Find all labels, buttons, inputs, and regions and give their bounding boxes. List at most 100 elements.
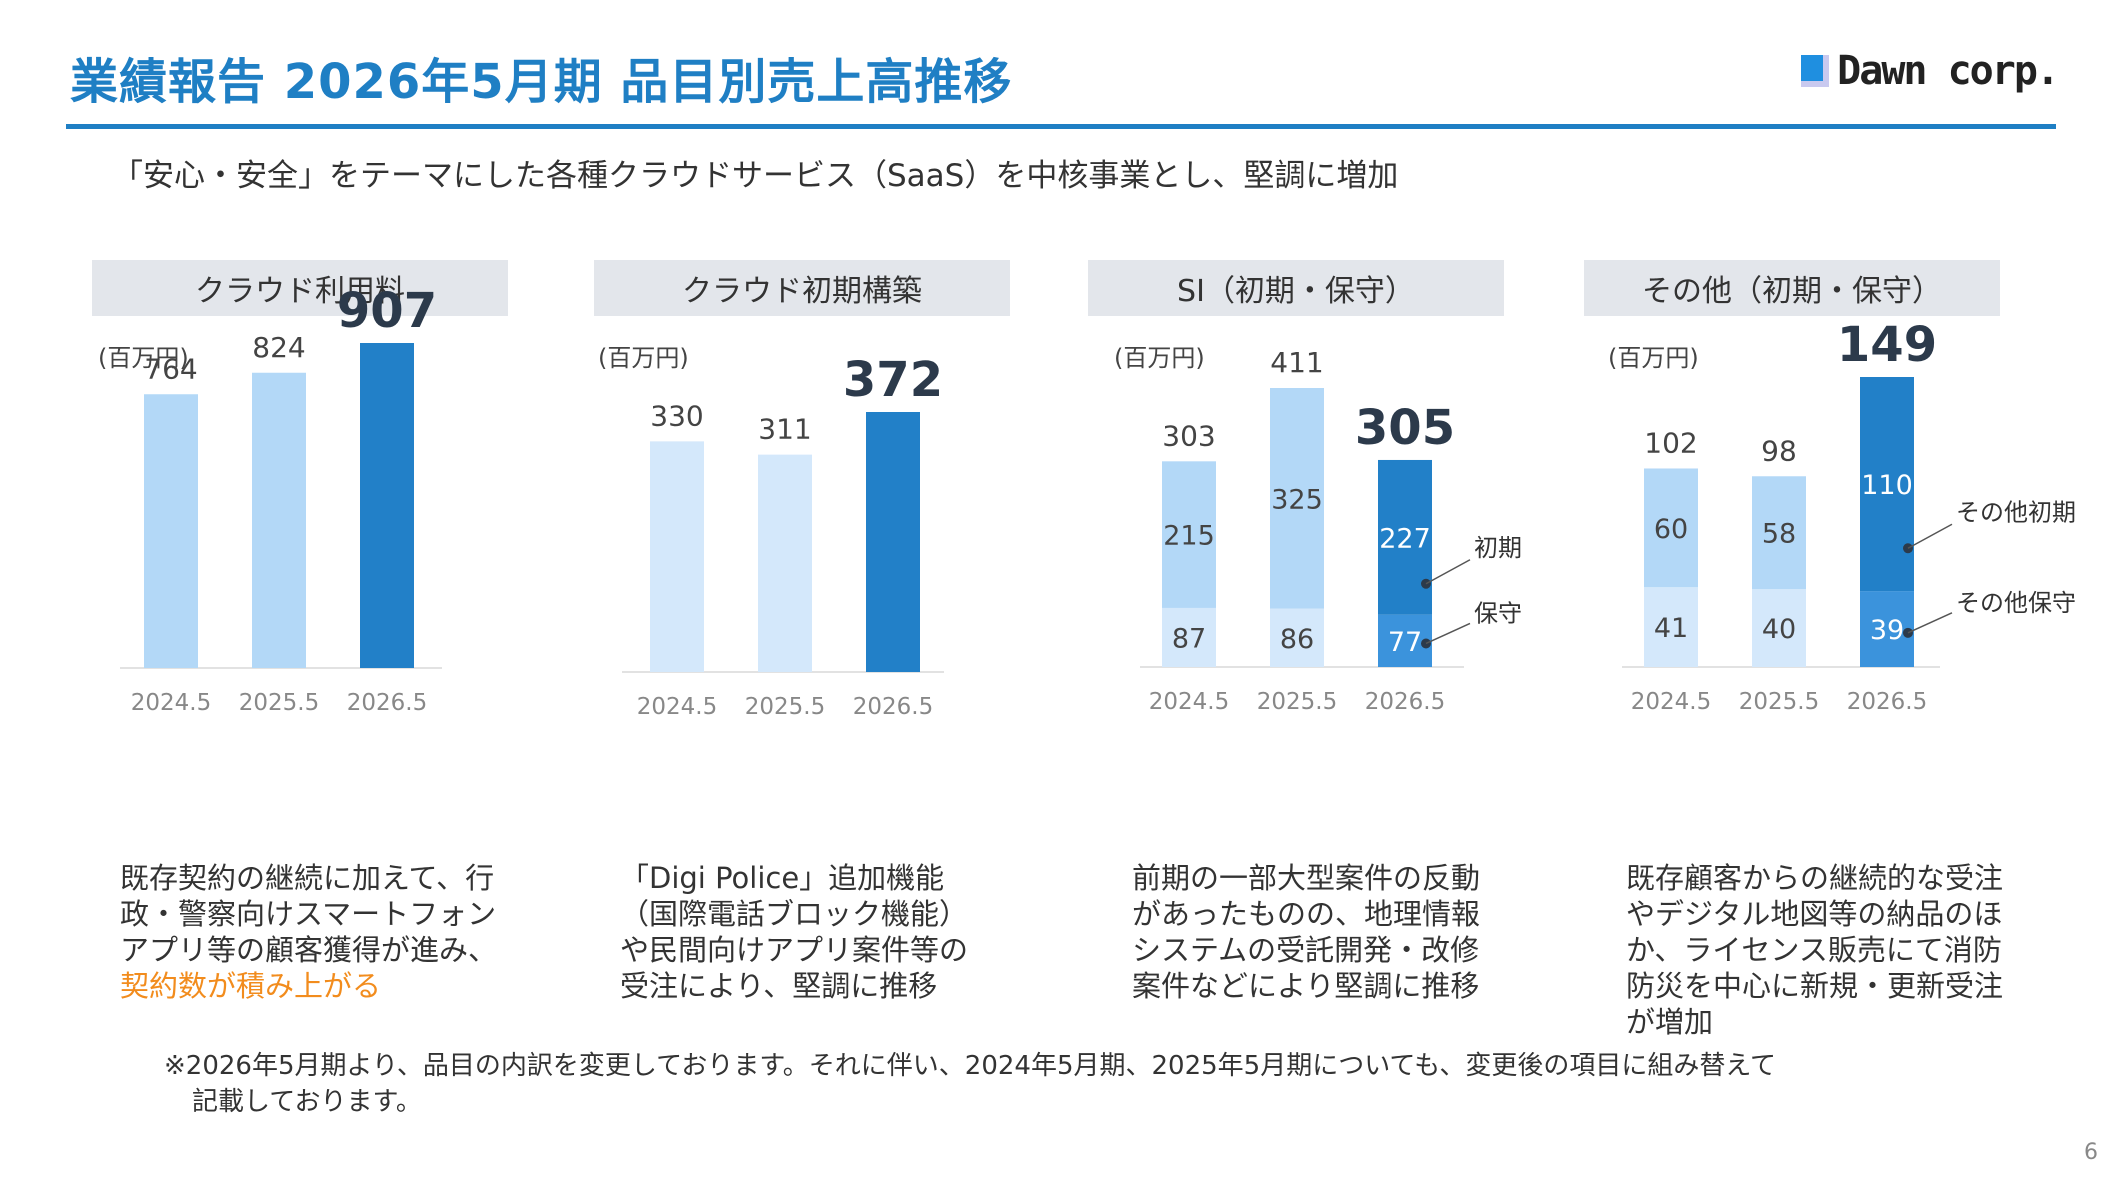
segment-label: 215 [1163,521,1215,552]
series-label: 保守 [1474,599,1522,627]
series-label: 初期 [1474,534,1522,562]
data-label: 311 [758,413,811,446]
callout-line [1907,612,1953,634]
tick-label: 2024.5 [1149,689,1229,715]
tick-label: 2026.5 [853,694,933,720]
desc-line: 既存契約の継続に加えて、行 [120,861,495,895]
data-label: 98 [1761,434,1797,467]
bar-segment [1644,587,1698,667]
chart-other: 41 60 102 2024.5 40 58 98 2025.5 39 110 149 その他初期その… [1622,317,2076,715]
bar-segment [1162,461,1216,608]
category-header: SI（初期・保守） [1088,260,1504,316]
category-header: その他（初期・保守） [1584,260,2000,316]
tick-label: 2024.5 [131,690,211,716]
unit-label: (百万円) [1608,344,1699,372]
title-divider [66,124,2056,129]
chart-cloud-usage: 764 2024.5 824 2025.5 907 2026.5 [120,283,442,716]
data-label: 330 [650,399,703,432]
data-label: 305 [1355,400,1455,456]
segment-label: 41 [1654,613,1688,644]
data-label: 764 [144,352,197,385]
desc-line: か、ライセンス販売にて消防 [1626,933,2002,967]
bar-segment [1752,476,1806,590]
segment-label: 58 [1762,519,1796,550]
bar [144,394,198,668]
chart-si: 87 215 303 2024.5 86 325 411 2025.5 77 227 305 初期保守… [1140,346,1522,715]
footnote-line: ※2026年5月期より、品目の内訳を変更しております。それに伴い、2024年5月… [164,1051,1777,1081]
unit-label: (百万円) [598,344,689,372]
desc-line: 「Digi Police」追加機能 [620,861,945,895]
desc-highlight: 契約数が積み上がる [120,969,382,1003]
segment-label: 110 [1861,470,1913,501]
tick-label: 2024.5 [637,694,717,720]
tick-label: 2026.5 [1365,689,1445,715]
tick-label: 2024.5 [1631,689,1711,715]
segment-label: 227 [1379,523,1431,554]
desc-line: 政・警察向けスマートフォン [120,897,497,931]
callout-line [1907,523,1953,549]
bar-segment [1644,468,1698,588]
series-label: その他保守 [1956,589,2076,617]
unit-label: (百万円) [98,344,189,372]
chart-cloud-initial: 330 2024.5 311 2025.5 372 2026.5 [622,352,944,720]
bar [650,441,704,672]
segment-label: 60 [1654,514,1688,545]
segment-label: 87 [1172,623,1206,654]
panel-description: 前期の一部大型案件の反動 があったものの、地理情報 システムの受託開発・改修 案… [1132,860,1480,1004]
unit-label: (百万円) [1114,344,1205,372]
bar-segment [1270,608,1324,667]
panel-other: その他（初期・保守） (百万円) 41 60 102 2024.5 40 58 98 2025… [1572,260,2076,1039]
data-label: 411 [1270,346,1323,379]
tick-label: 2025.5 [745,694,825,720]
desc-line: や民間向けアプリ案件等の [620,933,969,967]
panel-description: 既存顧客からの継続的な受注 やデジタル地図等の納品のほ か、ライセンス販売にて消… [1626,860,2003,1040]
desc-line: 前期の一部大型案件の反動 [1132,861,1481,895]
tick-label: 2025.5 [239,690,319,716]
segment-label: 40 [1762,614,1796,645]
desc-line: 既存顧客からの継続的な受注 [1626,861,2004,895]
tick-label: 2026.5 [1847,689,1927,715]
desc-line: 防災を中心に新規・更新受注 [1626,969,2004,1003]
data-label: 102 [1644,426,1697,459]
category-header: クラウド初期構築 [594,260,1010,316]
tick-label: 2026.5 [347,690,427,716]
company-logo: Dawn corp. [1801,48,2060,94]
segment-label: 39 [1870,615,1904,646]
segment-label: 86 [1280,624,1314,655]
data-label: 149 [1837,317,1937,373]
data-label: 372 [843,352,943,408]
logo-text: Dawn corp. [1837,48,2060,94]
category-header: クラウド利用料 [92,260,508,316]
data-label: 303 [1162,419,1215,452]
segment-label: 77 [1388,627,1422,658]
tick-label: 2025.5 [1257,689,1337,715]
panel-cloud-initial: クラウド初期構築 (百万円) 330 2024.5 311 2025.5 372 2026… [582,260,1082,1030]
bar-segment [1270,388,1324,609]
panel-si: SI（初期・保守） (百万円) 87 215 303 2024.5 86 325 411 20… [1076,260,1576,1030]
footnote-line: 記載しております。 [192,1087,422,1117]
bar [758,454,812,672]
bar-segment [1752,589,1806,667]
footnote: ※2026年5月期より、品目の内訳を変更しております。それに伴い、2024年5月… [164,1048,1776,1120]
desc-line: やデジタル地図等の納品のほ [1626,897,2003,931]
desc-line: 受注により、堅調に推移 [620,969,938,1003]
panel-description: 既存契約の継続に加えて、行 政・警察向けスマートフォン アプリ等の顧客獲得が進み… [120,860,497,1004]
callout-line [1425,559,1471,585]
desc-line: 案件などにより堅調に推移 [1132,969,1480,1003]
desc-line: が増加 [1626,1005,1714,1039]
bar-segment [1162,607,1216,667]
bar-segment [1860,377,1914,592]
page-number: 6 [2084,1140,2098,1165]
data-label: 907 [337,283,437,339]
bar [866,412,920,672]
page-subtitle: 「安心・安全」をテーマにした各種クラウドサービス（SaaS）を中核事業とし、堅調… [112,158,1399,194]
bar [360,343,414,668]
bar-segment [1378,459,1432,615]
panel-description: 「Digi Police」追加機能 （国際電話ブロック機能） や民間向けアプリ案… [620,860,968,1004]
callout-line [1425,622,1471,645]
logo-mark-icon [1801,55,1830,87]
series-label: その他初期 [1956,498,2076,526]
desc-line: システムの受託開発・改修 [1132,933,1480,967]
bar [252,372,306,668]
data-label: 824 [252,331,305,364]
